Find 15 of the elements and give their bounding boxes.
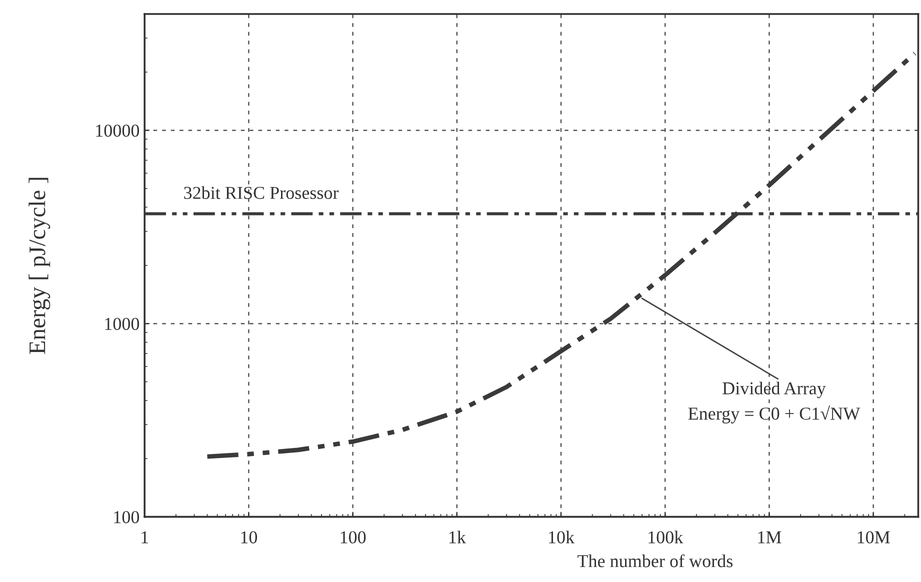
x-tick-label: 100k: [648, 530, 684, 544]
x-tick-label: 1: [142, 531, 148, 544]
x-tick-label: 10M: [858, 531, 890, 544]
x-tick-label: 10k: [549, 530, 575, 544]
x-tick-label: 10: [241, 531, 258, 544]
x-tick-label: 100: [340, 531, 366, 544]
y-tick-label: 10000: [96, 124, 140, 137]
y-axis-title: Energy [ pJ/cycle ]: [28, 178, 50, 354]
x-tick-label: 1M: [758, 531, 782, 544]
x-tick-label: 1k: [449, 530, 466, 544]
x-axis-title: The number of words: [578, 554, 733, 568]
annotation: Divided Array Energy = C0 + C1√NW: [688, 382, 860, 424]
y-tick-label: 100: [114, 511, 140, 524]
y-tick-label: 1000: [105, 318, 140, 330]
ref-line-label: 32bit RISC Prosessor: [184, 186, 339, 199]
